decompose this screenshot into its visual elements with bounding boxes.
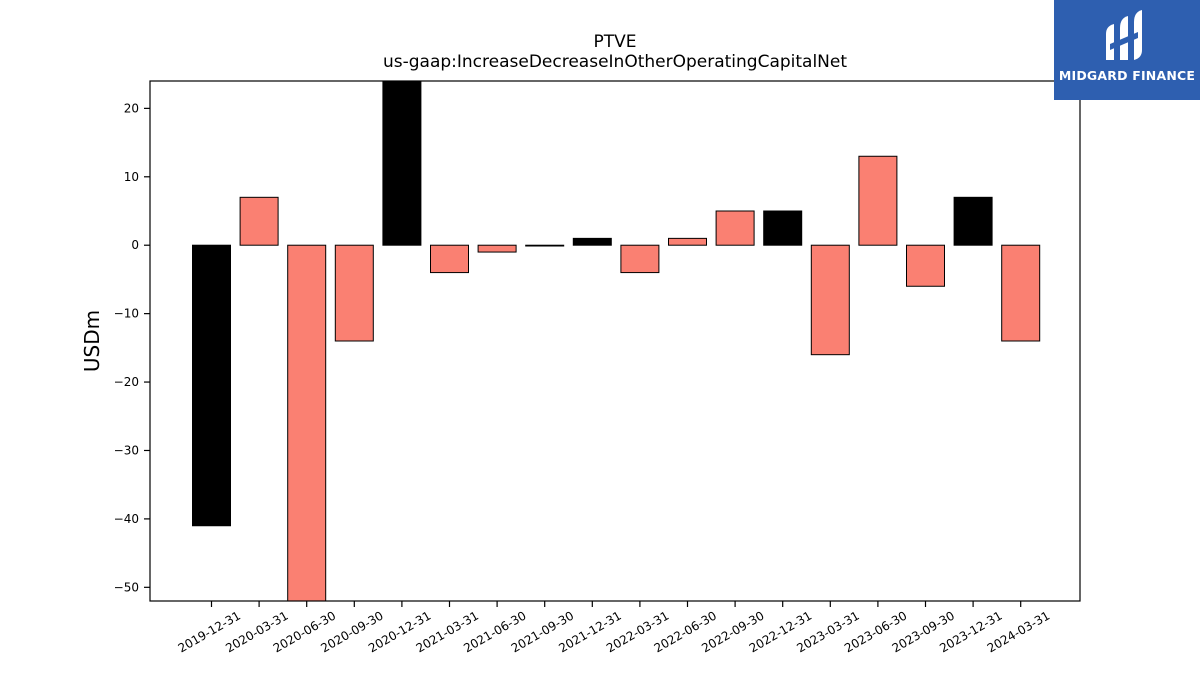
bar-2023-06-30 [858, 155, 898, 246]
bar-2020-12-31 [382, 80, 422, 246]
y-axis: 20 10 0 −10 −20 −30 −40 −50 [114, 101, 150, 594]
y-tick-label: 10 [124, 170, 139, 184]
logo-text: MIDGARD FINANCE [1058, 68, 1196, 83]
y-tick-label: 20 [124, 101, 139, 115]
y-axis-label: USDm [80, 310, 104, 372]
bar-2021-06-30 [477, 244, 517, 253]
bar-2022-06-30 [668, 237, 707, 246]
y-tick-label: −20 [114, 375, 139, 389]
chart-title: PTVE [593, 32, 637, 52]
y-tick-label: −40 [114, 512, 139, 526]
bar-2020-06-30 [287, 244, 327, 602]
bar-2023-12-31 [953, 196, 993, 246]
bar-2024-03-31 [1001, 244, 1041, 342]
bars-group [192, 80, 1041, 602]
bar-2021-09-30 [525, 244, 565, 247]
y-tick-label: 0 [131, 238, 139, 252]
bar-2021-12-31 [572, 237, 612, 246]
chart-subtitle: us-gaap:IncreaseDecreaseInOtherOperating… [382, 52, 848, 72]
y-tick-label: −10 [114, 307, 139, 321]
bar-2023-09-30 [906, 244, 945, 287]
bar-2023-03-31 [810, 244, 850, 356]
bar-2020-03-31 [239, 196, 279, 246]
bar-2021-03-31 [430, 244, 469, 274]
bar-2022-12-31 [763, 210, 803, 246]
x-axis: 2019-12-312020-03-312020-06-302020-09-30… [176, 601, 1052, 655]
midgard-finance-logo: MIDGARD FINANCE [1054, 0, 1200, 100]
bar-2020-09-30 [334, 244, 374, 342]
bar-2022-03-31 [620, 244, 660, 274]
y-tick-label: −30 [114, 443, 139, 457]
bar-2022-09-30 [715, 210, 755, 246]
y-tick-label: −50 [114, 580, 139, 594]
plot-frame [149, 80, 1081, 602]
bar-2019-12-31 [192, 244, 231, 527]
logo-mark-icon [1106, 10, 1142, 60]
